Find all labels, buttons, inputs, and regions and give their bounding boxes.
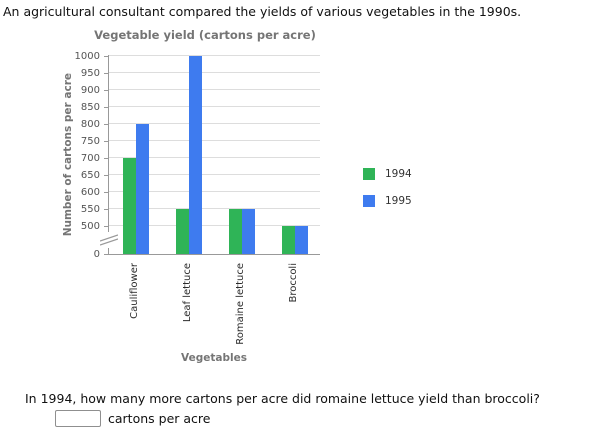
- bar-1994-romaine-lettuce: [228, 209, 242, 254]
- y-tick-label: 750: [80, 136, 100, 147]
- legend-item-1995: 1995: [363, 195, 412, 207]
- y-tick-label: 550: [80, 204, 100, 215]
- gridline: [109, 55, 320, 56]
- bar-1995-broccoli: [294, 226, 308, 254]
- bar-1994-leaf-lettuce: [175, 209, 189, 254]
- legend-label: 1994: [385, 168, 412, 180]
- y-tick-mark: [104, 158, 108, 159]
- x-axis-labels: Cauliflower Leaf lettuce Romaine lettuce Br…: [108, 263, 320, 345]
- legend-swatch: [363, 195, 375, 207]
- gridline: [109, 140, 320, 141]
- y-tick-mark: [104, 107, 108, 108]
- y-tick-label: 950: [80, 68, 100, 79]
- gridline: [109, 106, 320, 107]
- answer-input[interactable]: [55, 410, 101, 427]
- bar-1994-broccoli: [281, 226, 295, 254]
- y-tick-mark: [104, 73, 108, 74]
- gridline: [109, 72, 320, 73]
- question-text: In 1994, how many more cartons per acre …: [25, 391, 540, 406]
- gridline: [109, 174, 320, 175]
- legend-label: 1995: [385, 195, 412, 207]
- y-tick-mark: [104, 90, 108, 91]
- legend-item-1994: 1994: [363, 168, 412, 180]
- intro-text: An agricultural consultant compared the …: [3, 4, 522, 19]
- gridline: [109, 123, 320, 124]
- answer-row: cartons per acre: [55, 410, 210, 427]
- gridline: [109, 89, 320, 90]
- y-tick-mark: [104, 192, 108, 193]
- y-tick-mark: [104, 141, 108, 142]
- vegetable-yield-chart: Vegetable yield (cartons per acre) Numbe…: [60, 28, 530, 373]
- bar-1995-cauliflower: [135, 124, 149, 254]
- y-tick-mark: [104, 226, 108, 227]
- y-tick-mark: [104, 175, 108, 176]
- x-axis-title: Vegetables: [181, 352, 247, 364]
- x-label-cell: Romaine lettuce: [214, 263, 267, 345]
- legend-swatch: [363, 168, 375, 180]
- y-tick-label: 1000: [74, 51, 100, 62]
- x-label-cell: Leaf lettuce: [161, 263, 214, 322]
- y-tick-label: 850: [80, 102, 100, 113]
- y-tick-label: 900: [80, 85, 100, 96]
- x-label-cell: Broccoli: [267, 263, 320, 303]
- y-tick-mark: [104, 254, 108, 255]
- x-category-label: Romaine lettuce: [234, 263, 246, 345]
- y-tick-label: 700: [80, 153, 100, 164]
- y-tick-mark: [104, 124, 108, 125]
- gridline: [109, 157, 320, 158]
- y-tick-mark: [104, 209, 108, 210]
- chart-title: Vegetable yield (cartons per acre): [94, 28, 316, 42]
- x-category-label: Leaf lettuce: [181, 263, 193, 323]
- y-tick-label: 800: [80, 119, 100, 130]
- x-label-cell: Cauliflower: [108, 263, 161, 319]
- gridline: [109, 225, 320, 226]
- y-tick-label: 600: [80, 187, 100, 198]
- axis-break-icon: [100, 232, 118, 248]
- y-axis-ticks: 0 500 550 600 650 700 750 800 850 900 950 1000: [60, 51, 108, 260]
- bar-1995-leaf-lettuce: [188, 56, 202, 254]
- bar-1995-romaine-lettuce: [241, 209, 255, 254]
- y-tick-label: 650: [80, 170, 100, 181]
- plot-area: [100, 55, 320, 255]
- bar-1994-cauliflower: [122, 158, 136, 254]
- x-category-label: Broccoli: [287, 263, 299, 303]
- y-tick-mark: [104, 56, 108, 57]
- y-tick-label: 500: [80, 221, 100, 232]
- gridline: [109, 191, 320, 192]
- y-tick-label: 0: [93, 249, 100, 260]
- answer-unit-label: cartons per acre: [108, 411, 211, 426]
- gridline: [109, 208, 320, 209]
- x-category-label: Cauliflower: [128, 263, 140, 319]
- legend: 1994 1995: [363, 168, 412, 207]
